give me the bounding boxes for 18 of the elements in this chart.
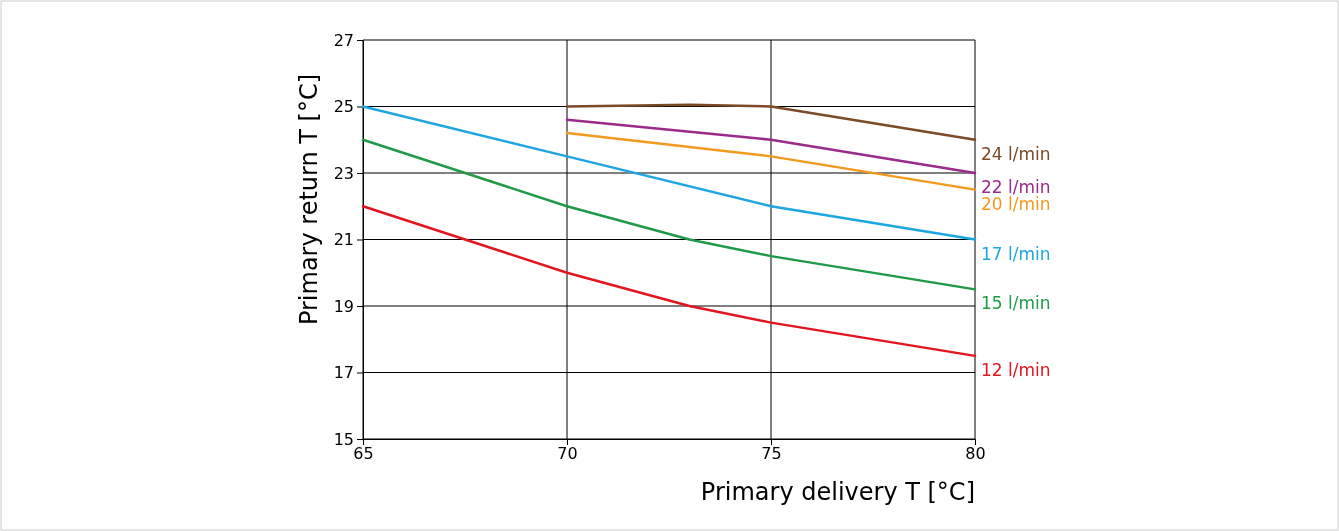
x-tick-label: 70 (557, 444, 578, 464)
y-tick-label: 19 (333, 296, 354, 316)
y-tick-label: 21 (333, 230, 354, 250)
series-label: 12 l/min (981, 359, 1051, 380)
series-label: 15 l/min (981, 293, 1051, 314)
y-tick-label: 27 (333, 30, 354, 50)
x-tick-label: 65 (353, 444, 374, 464)
series-label: 22 l/min (981, 177, 1051, 197)
x-tick-label: 75 (761, 444, 782, 464)
y-tick-label: 17 (333, 363, 354, 383)
y-tick-label: 23 (333, 163, 354, 183)
y-tick-label: 15 (333, 429, 354, 449)
x-tick-label: 80 (965, 444, 986, 464)
series-label: 17 l/min (981, 243, 1051, 264)
series-label: 24 l/min (981, 143, 1051, 164)
x-axis-title: Primary delivery T [°C] (700, 478, 975, 506)
y-tick-label: 25 (333, 97, 354, 117)
y-axis-title: Primary return T [°C] (295, 73, 323, 326)
